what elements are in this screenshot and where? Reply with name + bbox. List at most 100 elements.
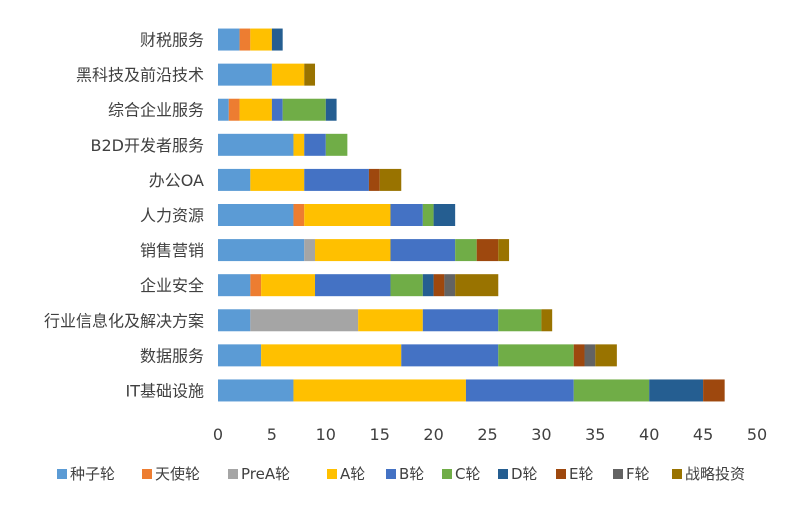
bar-segment — [304, 133, 326, 156]
bar-segment — [304, 168, 369, 191]
bar-segment — [444, 274, 456, 297]
bar-segment — [541, 309, 553, 332]
x-tick-label: 30 — [531, 425, 551, 444]
category-label: 销售营销 — [140, 241, 204, 260]
bar-segment — [433, 204, 456, 226]
bar-segment — [218, 133, 294, 156]
legend-label: 战略投资 — [685, 465, 745, 483]
bar-segment — [455, 274, 499, 297]
legend-swatch — [498, 469, 508, 479]
bar-segment — [325, 133, 348, 156]
bar-segment — [498, 239, 510, 262]
x-tick-label: 25 — [477, 425, 497, 444]
category-label: 办公OA — [149, 171, 204, 190]
legend-swatch — [556, 469, 566, 479]
bar-segment — [218, 168, 251, 191]
bar-segment — [649, 379, 704, 402]
bar-segment — [218, 274, 251, 297]
bar-segment — [368, 168, 380, 191]
bar-segment — [703, 379, 725, 402]
bar-segment — [573, 344, 585, 367]
bar-segment — [218, 344, 262, 367]
bar-segment — [293, 133, 305, 156]
legend-swatch — [613, 469, 623, 479]
legend-swatch — [327, 469, 337, 479]
bar-segment — [465, 379, 574, 402]
bar-segment — [250, 168, 305, 191]
x-tick-label: 40 — [639, 425, 659, 444]
bar-segment — [304, 63, 316, 86]
bar-segment — [271, 28, 283, 51]
bar-segment — [379, 168, 402, 191]
bar-segment — [261, 344, 402, 367]
category-label: 企业安全 — [140, 276, 204, 295]
bar-segment — [261, 274, 316, 297]
x-axis-tick-labels: 0 5 10 15 20 25 30 35 40 45 50 — [213, 425, 767, 444]
legend-swatch — [228, 469, 238, 479]
bar-segment — [422, 274, 434, 297]
legend-swatch — [142, 469, 152, 479]
bar-segment — [218, 239, 305, 262]
bar-segment — [239, 28, 251, 51]
x-tick-label: 45 — [693, 425, 713, 444]
x-tick-label: 50 — [747, 425, 767, 444]
bar-segment — [218, 63, 272, 86]
bar-segment — [218, 28, 240, 51]
legend-swatch — [672, 469, 682, 479]
legend-label: 种子轮 — [70, 465, 115, 483]
bar-segment — [498, 309, 542, 332]
bar-segment — [228, 98, 240, 121]
bar-segment — [293, 204, 305, 226]
bar-segment — [325, 98, 337, 121]
legend-label: B轮 — [399, 465, 424, 483]
legend-label: A轮 — [340, 465, 365, 483]
bar-segment — [239, 98, 272, 121]
bar-segment — [315, 274, 391, 297]
legend-swatch — [442, 469, 452, 479]
category-label: 数据服务 — [140, 346, 204, 365]
legend: 种子轮 天使轮 PreA轮 A轮 B轮 C轮 D轮 E轮 F轮 战略投资 — [57, 465, 745, 483]
bar-segment — [390, 204, 423, 226]
x-tick-label: 5 — [267, 425, 277, 444]
legend-label: 天使轮 — [155, 465, 200, 483]
bar-segment — [498, 344, 574, 367]
bar-segment — [304, 204, 391, 226]
x-tick-label: 0 — [213, 425, 223, 444]
bar-segment — [401, 344, 499, 367]
legend-swatch — [57, 469, 67, 479]
category-label: B2D开发者服务 — [91, 136, 204, 155]
bar-segment — [218, 204, 294, 226]
bar-segment — [218, 379, 294, 402]
bar-segment — [390, 274, 423, 297]
bar-segment — [271, 98, 283, 121]
bar-segment — [390, 239, 456, 262]
bars-layer — [218, 28, 725, 402]
bar-segment — [293, 379, 466, 402]
bar-segment — [250, 274, 262, 297]
category-label: 行业信息化及解决方案 — [44, 311, 204, 330]
x-tick-label: 15 — [370, 425, 390, 444]
legend-label: C轮 — [455, 465, 480, 483]
bar-segment — [573, 379, 650, 402]
bar-segment — [304, 239, 316, 262]
bar-segment — [584, 344, 596, 367]
bar-segment — [282, 98, 326, 121]
bar-segment — [455, 239, 477, 262]
legend-label: D轮 — [511, 465, 538, 483]
legend-label: PreA轮 — [241, 465, 290, 483]
bar-segment — [250, 309, 359, 332]
x-tick-label: 20 — [423, 425, 443, 444]
category-label: 人力资源 — [140, 206, 204, 225]
bar-segment — [218, 309, 251, 332]
bar-segment — [250, 28, 272, 51]
category-label: IT基础设施 — [126, 381, 205, 400]
bar-segment — [433, 274, 445, 297]
bar-segment — [422, 309, 499, 332]
category-label: 财税服务 — [140, 31, 204, 50]
category-label: 综合企业服务 — [108, 101, 204, 120]
legend-swatch — [386, 469, 396, 479]
bar-segment — [315, 239, 391, 262]
bar-segment — [358, 309, 423, 332]
